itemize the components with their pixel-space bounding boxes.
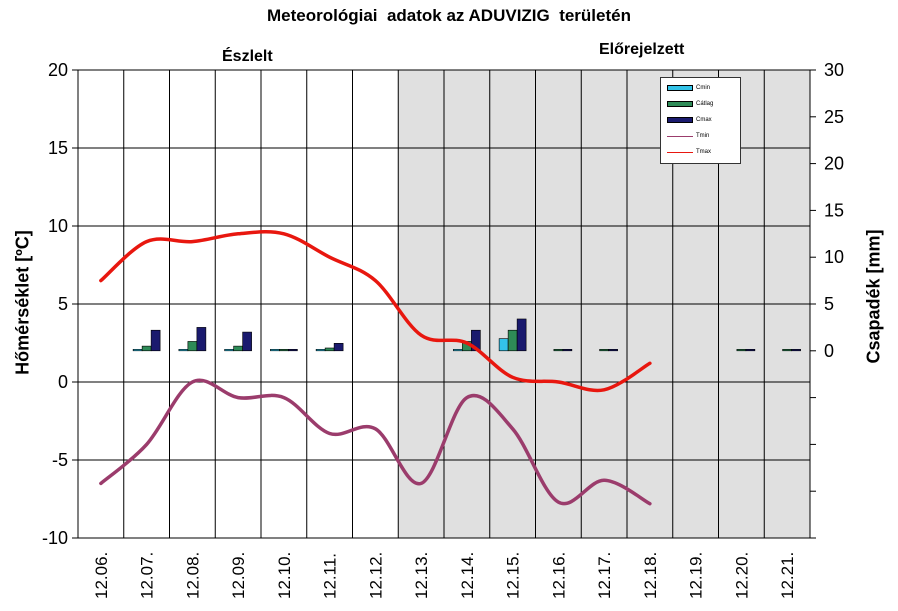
bar-cátlag: [324, 347, 335, 352]
x-tick-label: 12.09.: [229, 552, 248, 599]
left-tick-label: 10: [48, 216, 68, 236]
bar-cmax: [288, 348, 298, 352]
left-axis-label: Hőmérséklet [ºC]: [12, 230, 33, 375]
legend-item-tmax: Tmax: [667, 147, 711, 157]
bar-cátlag: [507, 329, 518, 352]
chart-legend: Cmin Cátlag Cmax Tmin Tmax: [660, 77, 741, 164]
legend-swatch: [667, 85, 693, 91]
right-tick-label: 0: [824, 341, 834, 361]
legend-item-cmin: Cmin: [667, 83, 710, 93]
bar-cmin: [178, 348, 189, 352]
left-tick-label: 0: [58, 372, 68, 392]
forecast-region-label: Előrejelzett: [599, 41, 685, 58]
bar-cmin: [315, 348, 326, 352]
bar-cmin: [270, 348, 280, 352]
x-tick-label: 12.06.: [92, 552, 111, 599]
left-tick-label: -5: [52, 450, 68, 470]
legend-swatch: [667, 101, 693, 107]
legend-label: Tmin: [696, 133, 710, 139]
x-tick-label: 12.10.: [275, 552, 294, 599]
x-tick-label: 12.14.: [458, 552, 477, 599]
right-tick-label: 15: [824, 200, 844, 220]
bar-cátlag: [141, 345, 152, 352]
right-tick-label: 5: [824, 294, 834, 314]
temperature-lines: [99, 229, 652, 506]
bar-cmax: [196, 327, 207, 352]
bar-cátlag: [553, 348, 564, 352]
right-axis-label: Csapadék [mm]: [863, 229, 884, 364]
left-tick-label: 15: [48, 138, 68, 158]
legend-swatch: [667, 151, 693, 153]
bar-cmax: [562, 348, 573, 352]
right-axis-ticks: 0 5 10 15 20 25 30: [810, 60, 844, 539]
line-tmin: [99, 378, 652, 506]
x-tick-label: 12.13.: [412, 552, 431, 599]
x-tick-label: 12.11.: [321, 553, 340, 599]
x-tick-label: 12.21.: [778, 552, 797, 599]
left-axis-ticks: -10 -5 0 5 10 15 20: [42, 60, 78, 548]
legend-swatch: [667, 135, 693, 137]
bar-cátlag: [736, 348, 747, 352]
x-tick-label: 12.12.: [366, 552, 385, 599]
legend-label: Tmax: [696, 149, 711, 155]
bar-cmax: [150, 329, 161, 352]
line-tmax: [99, 229, 652, 393]
left-tick-label: 5: [58, 294, 68, 314]
bar-cmin: [224, 348, 234, 352]
left-tick-label: 20: [48, 60, 68, 80]
right-tick-label: 10: [824, 247, 844, 267]
legend-swatch: [667, 117, 693, 123]
bar-cmax: [608, 348, 618, 352]
bar-cmax: [791, 348, 801, 352]
legend-item-tmin: Tmin: [667, 131, 709, 141]
x-tick-label: 12.18.: [641, 552, 660, 599]
x-tick-label: 12.19.: [687, 552, 706, 599]
legend-label: Cátlag: [696, 101, 714, 107]
right-tick-label: 20: [824, 154, 844, 174]
bar-cmin: [453, 348, 463, 352]
legend-label: Cmin: [696, 85, 711, 91]
bar-cmax: [516, 318, 527, 352]
bar-cátlag: [599, 348, 609, 352]
bar-cmin: [132, 348, 143, 352]
x-tick-label: 12.08.: [183, 552, 202, 599]
x-tick-label: 12.07.: [138, 552, 157, 599]
right-tick-label: 30: [824, 60, 844, 80]
x-tick-label: 12.16.: [549, 552, 568, 599]
bar-cátlag: [187, 341, 198, 352]
bar-cátlag: [782, 348, 792, 352]
bar-cmax: [333, 343, 344, 352]
left-tick-label: -10: [42, 528, 68, 548]
bar-cátlag: [233, 345, 243, 352]
precipitation-bars: [132, 318, 801, 352]
x-tick-label: 12.15.: [504, 552, 523, 599]
bar-cátlag: [279, 348, 289, 352]
right-tick-label: 25: [824, 107, 844, 127]
legend-label: Cmax: [696, 117, 712, 123]
x-tick-label: 12.20.: [732, 552, 751, 599]
legend-item-cmax: Cmax: [667, 115, 712, 125]
x-tick-label: 12.17.: [595, 552, 614, 599]
bar-cmax: [242, 331, 252, 352]
chart-title: Meteorológiai adatok az ADUVIZIG terület…: [267, 6, 631, 25]
observed-region-label: Észlelt: [222, 48, 273, 65]
bar-cmax: [745, 348, 756, 352]
bar-cmin: [498, 338, 509, 352]
legend-item-catlag: Cátlag: [667, 99, 713, 109]
x-axis-ticks: 12.06. 12.07. 12.08. 12.09. 12.10. 12.11. 12.1…: [92, 552, 797, 599]
